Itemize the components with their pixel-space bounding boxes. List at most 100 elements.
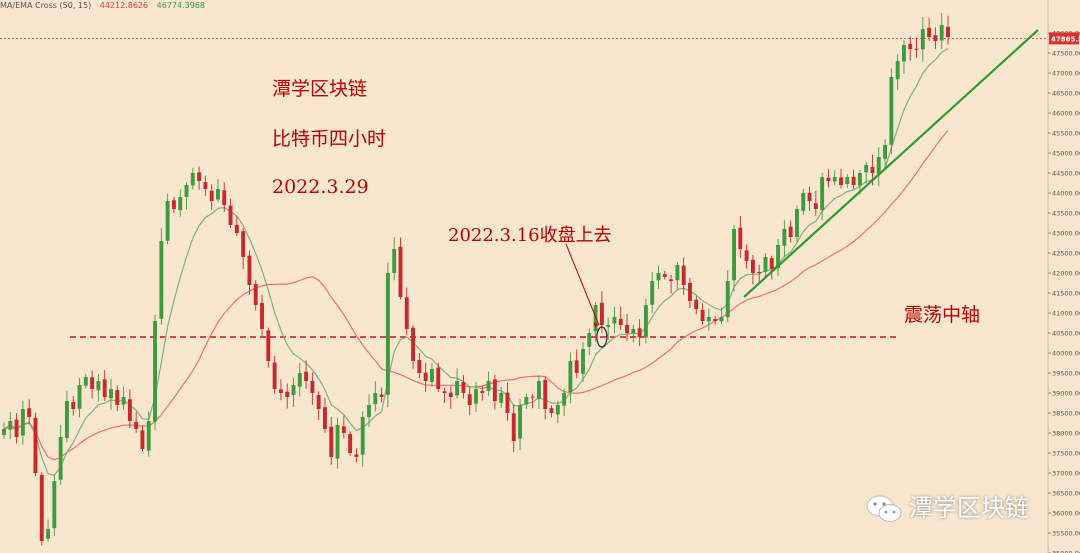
candle	[562, 388, 567, 417]
candle	[939, 12, 944, 50]
candle	[360, 411, 365, 467]
candle	[297, 362, 302, 397]
candle	[178, 189, 183, 217]
candle	[788, 220, 793, 243]
candle	[121, 386, 126, 410]
candle	[429, 363, 434, 388]
axis-tick-label: 40500.00	[1052, 330, 1080, 338]
candle	[83, 373, 88, 389]
candle	[769, 255, 774, 280]
candle	[694, 295, 699, 315]
candle	[845, 174, 850, 188]
candle	[14, 413, 19, 444]
candle	[20, 400, 25, 445]
candle	[675, 262, 680, 290]
ma-value: 44212.8626	[99, 1, 149, 10]
candle	[46, 519, 51, 542]
candle	[184, 182, 189, 210]
candle	[209, 184, 214, 210]
candle	[228, 198, 233, 228]
marker-arrow	[565, 243, 600, 326]
candle	[304, 360, 309, 390]
candle	[127, 389, 132, 429]
price-axis: 35000.00 35500.00 36000.00 36500.00 37000.00…	[1047, 0, 1080, 553]
candle	[272, 355, 277, 394]
candle	[650, 271, 655, 314]
axis-tick-label: 37500.00	[1052, 450, 1080, 458]
candle	[480, 385, 485, 401]
candle	[914, 37, 919, 58]
candle	[499, 386, 504, 409]
uptrend-line	[743, 29, 1039, 298]
candle	[801, 188, 806, 215]
candle	[643, 298, 648, 344]
axis-tick-label: 39000.00	[1052, 390, 1080, 398]
axis-tick-label: 44500.00	[1052, 170, 1080, 178]
candle	[549, 405, 554, 418]
candle	[599, 291, 604, 333]
candle	[895, 54, 900, 91]
candle	[486, 371, 491, 396]
axis-tick-label: 43000.00	[1052, 230, 1080, 238]
candle	[278, 379, 283, 401]
candle	[146, 411, 151, 457]
candle	[820, 172, 825, 220]
candle	[492, 374, 497, 410]
candle	[392, 237, 397, 281]
candle	[719, 307, 724, 324]
candle	[341, 415, 346, 439]
axis-tick-label: 36000.00	[1052, 510, 1080, 518]
indicator-name[interactable]: MA/EMA Cross (50, 15)	[0, 1, 92, 10]
axis-tick-label: 46000.00	[1052, 110, 1080, 118]
candle	[222, 182, 227, 212]
axis-tick-label: 38500.00	[1052, 410, 1080, 418]
candle	[839, 168, 843, 189]
axis-tick-label: 42500.00	[1052, 250, 1080, 258]
candle	[927, 17, 932, 41]
candle	[776, 238, 781, 277]
axis-tick-label: 35000.00	[1052, 550, 1080, 553]
candle	[637, 319, 642, 347]
wechat-icon	[866, 495, 902, 522]
candle	[946, 15, 950, 45]
candle	[385, 262, 390, 408]
candle	[253, 280, 258, 311]
candle	[310, 372, 315, 406]
axis-tick-label: 39500.00	[1052, 370, 1080, 378]
trendline	[743, 29, 1039, 298]
candle	[883, 139, 888, 170]
candle	[455, 368, 460, 399]
chart-date: 2022.3.29	[272, 176, 369, 198]
candle	[417, 353, 422, 378]
candle	[851, 169, 856, 189]
axis-tick-label: 46500.00	[1052, 90, 1080, 98]
candle	[423, 362, 428, 393]
axis-background	[1048, 0, 1080, 553]
candle	[197, 166, 202, 190]
candle	[656, 265, 661, 289]
close-note: 2022.3.16收盘上去	[448, 225, 612, 246]
axis-tick-label: 40000.00	[1052, 350, 1080, 358]
candle	[876, 147, 881, 186]
candle	[316, 391, 321, 421]
candle	[524, 393, 529, 409]
candle	[688, 277, 692, 308]
candle	[134, 411, 139, 433]
candle	[190, 167, 195, 190]
candle	[467, 386, 472, 416]
candle	[442, 387, 447, 404]
ema-value: 46774.3968	[156, 1, 206, 10]
pivot-label: 震荡中轴	[904, 304, 981, 326]
candle	[58, 424, 63, 485]
candle	[77, 378, 82, 418]
candle	[631, 325, 636, 343]
candle	[373, 381, 378, 412]
candle	[826, 169, 831, 188]
candle	[379, 387, 384, 403]
candle	[171, 196, 176, 214]
candle	[908, 36, 913, 61]
candle	[115, 385, 120, 412]
axis-tick-label: 47500.00	[1052, 50, 1080, 58]
candle	[33, 412, 38, 477]
